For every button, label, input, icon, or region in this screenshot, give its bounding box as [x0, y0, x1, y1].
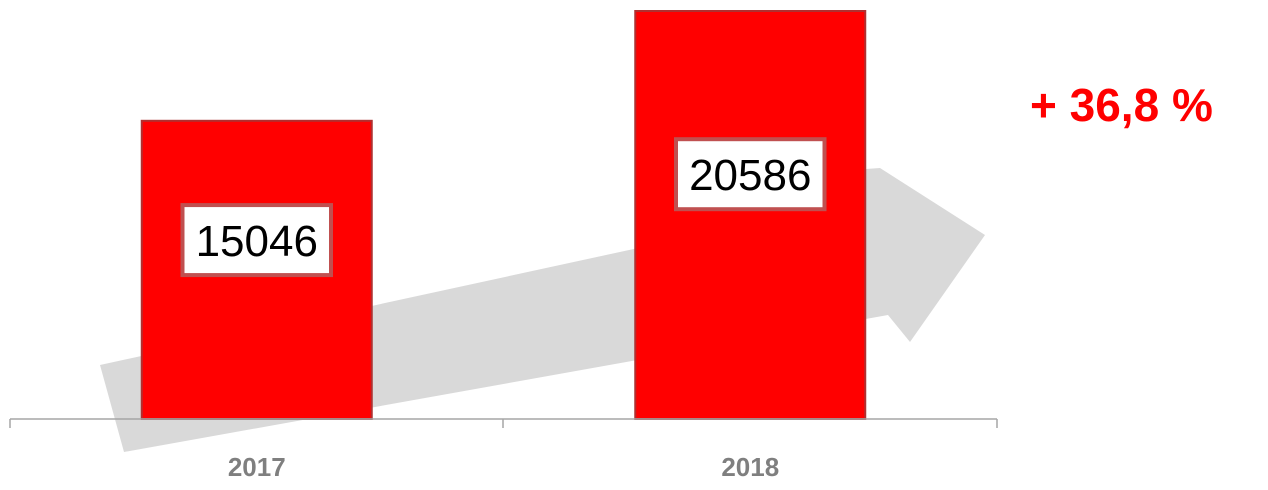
- x-tick-label: 2017: [228, 452, 286, 482]
- value-label: 20586: [689, 151, 811, 200]
- bar-2018: [634, 10, 867, 420]
- growth-percentage: + 36,8 %: [1030, 79, 1213, 131]
- labels-group: 15046 2017 20586 2018: [180, 137, 827, 482]
- value-label-box: [674, 137, 827, 212]
- value-label-box: [180, 203, 333, 278]
- value-label: 15046: [196, 217, 318, 266]
- x-tick-label: 2018: [721, 452, 779, 482]
